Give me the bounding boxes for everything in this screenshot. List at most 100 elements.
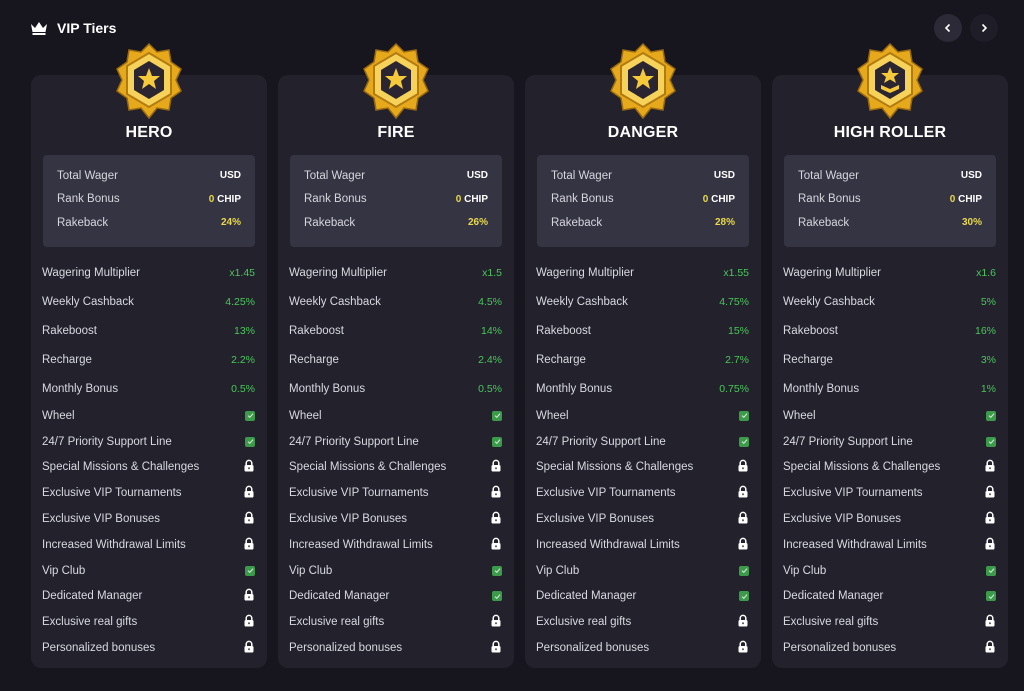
tier-features: Wagering Multiplier x1.6 Weekly Cashback 5%… xyxy=(783,258,996,661)
feature-label: Increased Withdrawal Limits xyxy=(783,538,927,551)
feature-row: Monthly Bonus 0.75% xyxy=(536,374,749,403)
check-glyph xyxy=(494,568,500,574)
feature-value: x1.5 xyxy=(482,266,502,279)
feature-label: Wheel xyxy=(536,409,569,422)
lock-icon xyxy=(491,460,501,472)
feature-row: Exclusive VIP Tournaments xyxy=(783,480,996,506)
feature-label: 24/7 Priority Support Line xyxy=(783,435,913,448)
total-wager-value: USD xyxy=(219,170,241,182)
check-icon xyxy=(492,436,502,447)
feature-label: Exclusive real gifts xyxy=(289,616,385,629)
feature-value: x1.6 xyxy=(976,266,996,279)
rank-bonus-value: 0 CHIP xyxy=(950,194,982,205)
page-header: VIP Tiers xyxy=(30,14,1010,42)
feature-label: 24/7 Priority Support Line xyxy=(42,435,172,448)
feature-value: 4.5% xyxy=(478,295,502,308)
check-icon xyxy=(245,410,255,421)
feature-value: 2.7% xyxy=(725,353,749,366)
lock-icon xyxy=(491,537,501,550)
feature-row: Special Missions & Challenges xyxy=(536,455,749,481)
total-wager-row: Total Wager USD xyxy=(798,164,982,188)
tier-summary: Total Wager USD Rank Bonus 0 CHIP Rakeba… xyxy=(43,155,255,247)
feature-row: Rakeboost 15% xyxy=(536,316,749,345)
rank-bonus-label: Rank Bonus xyxy=(798,193,861,206)
check-glyph xyxy=(247,568,253,574)
feature-label: Personalized bonuses xyxy=(536,642,650,655)
next-button[interactable] xyxy=(970,14,998,42)
total-wager-label: Total Wager xyxy=(798,169,859,182)
lock-icon xyxy=(985,511,995,524)
check-icon xyxy=(739,436,749,447)
feature-value: 2.4% xyxy=(478,353,502,366)
carousel-nav xyxy=(934,14,998,42)
feature-row: Exclusive VIP Bonuses xyxy=(536,506,749,532)
rank-bonus-amount: 0 xyxy=(208,193,215,205)
feature-row: Monthly Bonus 1% xyxy=(783,374,996,403)
lock-icon xyxy=(738,640,748,653)
feature-label: Exclusive real gifts xyxy=(42,616,138,629)
lock-icon xyxy=(738,486,748,498)
tier-summary: Total Wager USD Rank Bonus 0 CHIP Rakeba… xyxy=(290,155,502,247)
chevron-left-icon xyxy=(944,23,951,33)
rakeback-row: Rakeback 28% xyxy=(551,211,735,235)
check-icon xyxy=(739,410,749,421)
feature-label: Exclusive VIP Tournaments xyxy=(783,487,923,500)
rank-bonus-value: 0 CHIP xyxy=(209,194,241,205)
check-icon xyxy=(986,410,996,421)
total-wager-label: Total Wager xyxy=(304,169,365,182)
feature-row: 24/7 Priority Support Line xyxy=(783,429,996,455)
feature-row: Exclusive real gifts xyxy=(783,609,996,635)
feature-label: Exclusive VIP Tournaments xyxy=(536,487,676,500)
feature-row: 24/7 Priority Support Line xyxy=(536,429,749,455)
lock-icon-wrap xyxy=(984,537,996,553)
lock-icon-wrap xyxy=(984,511,996,527)
tier-features: Wagering Multiplier x1.55 Weekly Cashback 4… xyxy=(536,258,749,661)
rakeback-value: 28% xyxy=(714,217,735,229)
lock-icon-wrap xyxy=(490,537,502,553)
feature-row: Vip Club xyxy=(42,558,255,584)
feature-row: Wagering Multiplier x1.6 xyxy=(783,258,996,287)
feature-label: Recharge xyxy=(536,353,586,366)
check-icon xyxy=(986,565,996,576)
check-glyph xyxy=(494,594,500,600)
feature-value: 13% xyxy=(233,324,255,337)
feature-row: Personalized bonuses xyxy=(289,635,502,661)
check-icon xyxy=(492,591,502,602)
feature-row: Rakeboost 14% xyxy=(289,316,502,345)
feature-label: Wagering Multiplier xyxy=(536,266,634,279)
lock-icon xyxy=(244,537,254,550)
feature-row: Special Missions & Challenges xyxy=(42,455,255,481)
total-wager-row: Total Wager USD xyxy=(57,164,241,188)
tier-card-danger: DANGER Total Wager USD Rank Bonus 0 CHIP… xyxy=(525,42,761,668)
check-icon xyxy=(986,591,996,602)
feature-label: Special Missions & Challenges xyxy=(536,461,694,474)
rank-bonus-amount: 0 xyxy=(455,193,462,205)
feature-row: Weekly Cashback 4.25% xyxy=(42,287,255,316)
feature-row: Exclusive VIP Tournaments xyxy=(289,480,502,506)
rank-bonus-value: 0 CHIP xyxy=(703,194,735,205)
feature-row: 24/7 Priority Support Line xyxy=(289,429,502,455)
rank-bonus-amount: 0 xyxy=(949,193,956,205)
feature-value: x1.55 xyxy=(723,266,749,279)
feature-row: Vip Club xyxy=(536,558,749,584)
tier-name: HIGH ROLLER xyxy=(833,124,947,141)
feature-label: 24/7 Priority Support Line xyxy=(536,435,666,448)
feature-row: Dedicated Manager xyxy=(783,584,996,610)
prev-button[interactable] xyxy=(934,14,962,42)
feature-row: Recharge 2.2% xyxy=(42,345,255,374)
feature-row: Wagering Multiplier x1.5 xyxy=(289,258,502,287)
rakeback-label: Rakeback xyxy=(57,216,109,229)
check-icon xyxy=(986,436,996,447)
feature-row: Monthly Bonus 0.5% xyxy=(42,374,255,403)
feature-row: Personalized bonuses xyxy=(42,635,255,661)
tier-cards: HERO Total Wager USD Rank Bonus 0 CHIP R… xyxy=(31,42,1008,668)
feature-row: Dedicated Manager xyxy=(42,584,255,610)
feature-label: Vip Club xyxy=(289,564,333,577)
rakeback-label: Rakeback xyxy=(551,216,603,229)
feature-label: Exclusive VIP Bonuses xyxy=(289,513,408,526)
feature-value: 2.2% xyxy=(231,353,255,366)
lock-icon-wrap xyxy=(737,537,749,553)
tier-name: HERO xyxy=(125,124,173,141)
lock-icon xyxy=(244,486,254,498)
feature-label: Special Missions & Challenges xyxy=(42,461,200,474)
